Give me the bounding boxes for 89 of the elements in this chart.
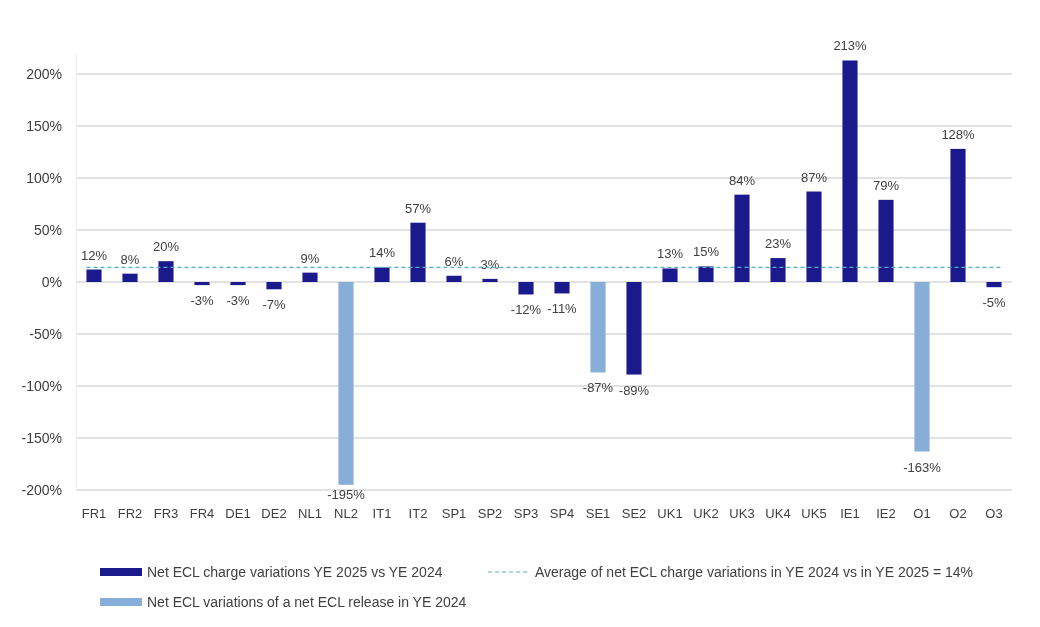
x-tick-label: IE1: [840, 506, 860, 522]
y-tick-label: 50%: [33, 221, 62, 238]
bar: [734, 194, 750, 282]
bar: [590, 282, 606, 373]
bar: [158, 261, 174, 282]
data-label: -3%: [190, 293, 214, 309]
x-tick-label: IT2: [408, 506, 428, 522]
data-label: 23%: [764, 236, 792, 252]
data-label: 84%: [728, 172, 756, 188]
legend-label: Net ECL variations of a net ECL release in YE 2024: [147, 594, 467, 610]
x-tick-label: SE1: [585, 506, 611, 522]
x-tick-label: IT1: [372, 506, 392, 522]
x-tick-label: UK1: [657, 506, 683, 522]
bar: [302, 272, 318, 282]
data-label: 57%: [404, 200, 432, 216]
bar: [266, 282, 282, 290]
data-label: 87%: [800, 169, 828, 185]
x-tick-label: NL2: [334, 506, 358, 522]
data-label: -5%: [982, 295, 1006, 311]
x-tick-label: UK2: [693, 506, 719, 522]
bar: [410, 222, 426, 282]
bar: [842, 60, 858, 282]
x-tick-label: UK3: [729, 506, 755, 522]
y-tick-label: -150%: [21, 429, 62, 446]
x-tick-label: FR2: [117, 506, 143, 522]
bar: [122, 273, 138, 282]
x-tick-label: UK4: [765, 506, 791, 522]
data-label: -7%: [262, 297, 286, 313]
data-label: 9%: [300, 250, 320, 266]
data-label: 79%: [872, 177, 900, 193]
bar: [446, 275, 462, 282]
x-tick-label: SP2: [477, 506, 503, 522]
data-label: 6%: [444, 253, 464, 269]
data-label: 15%: [692, 244, 720, 260]
x-tick-label: SP3: [513, 506, 539, 522]
data-label: 14%: [368, 245, 396, 261]
y-tick-label: -200%: [21, 481, 62, 498]
bar: [194, 282, 210, 286]
bar: [950, 148, 966, 282]
x-tick-label: SE2: [621, 506, 647, 522]
data-label: 128%: [941, 126, 976, 142]
data-label: -163%: [903, 459, 942, 475]
x-tick-label: DE2: [261, 506, 287, 522]
x-tick-label: FR3: [153, 506, 179, 522]
y-tick-label: 150%: [26, 117, 62, 134]
legend-label: Net ECL charge variations YE 2025 vs YE 2024: [147, 564, 443, 580]
data-label: 213%: [833, 38, 868, 54]
x-tick-label: O2: [949, 506, 967, 522]
bar: [86, 269, 102, 282]
bar: [518, 282, 534, 295]
data-label: 13%: [656, 246, 684, 262]
bar: [482, 278, 498, 282]
data-label: -89%: [618, 382, 650, 398]
bar: [554, 282, 570, 294]
y-tick-label: -100%: [21, 377, 62, 394]
bar: [230, 282, 246, 286]
x-tick-label: SP4: [549, 506, 575, 522]
bar: [662, 268, 678, 282]
bar: [914, 282, 930, 452]
x-tick-label: UK5: [801, 506, 827, 522]
data-label: 8%: [120, 251, 140, 267]
x-tick-label: SP1: [441, 506, 467, 522]
x-tick-label: NL1: [298, 506, 322, 522]
bar: [770, 258, 786, 282]
x-tick-label: IE2: [876, 506, 896, 522]
x-tick-label: FR4: [189, 506, 215, 522]
x-tick-label: DE1: [225, 506, 251, 522]
x-tick-label: FR1: [81, 506, 107, 522]
bar: [986, 282, 1002, 288]
y-tick-label: 100%: [26, 169, 62, 186]
x-tick-label: O3: [985, 506, 1003, 522]
data-label: -12%: [510, 302, 542, 318]
bar: [374, 267, 390, 282]
y-tick-label: -50%: [29, 325, 62, 342]
bar: [698, 266, 714, 282]
data-label: 20%: [152, 239, 180, 255]
data-label: -87%: [582, 380, 614, 396]
data-label: -11%: [547, 301, 578, 317]
data-label: 12%: [80, 247, 108, 263]
data-label: -195%: [327, 486, 366, 502]
bar: [806, 191, 822, 282]
bar: [878, 199, 894, 282]
bar: [626, 282, 642, 375]
y-tick-label: 200%: [26, 65, 62, 82]
data-label: -3%: [226, 293, 250, 309]
bar: [338, 282, 354, 485]
x-tick-label: O1: [913, 506, 931, 522]
legend-label: Average of net ECL charge variations in YE 2024 vs in YE 2025 = 14%: [535, 564, 974, 580]
y-tick-label: 0%: [41, 273, 62, 290]
